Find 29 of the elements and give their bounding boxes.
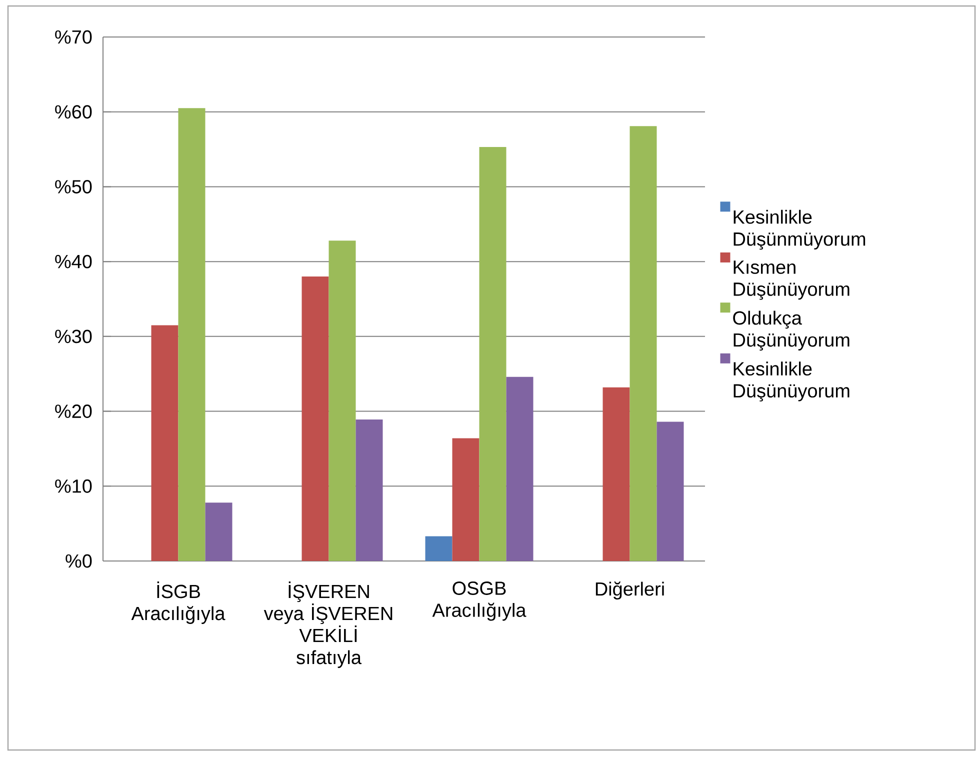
bar (452, 438, 480, 561)
bar (602, 387, 630, 561)
y-tick-label: %60 (55, 105, 92, 119)
y-tick-label: %10 (55, 479, 92, 493)
y-tick-label: %70 (55, 30, 92, 44)
y-tick-label: %50 (55, 180, 92, 194)
legend-label: Oldukça Düşünüyorum (733, 310, 850, 351)
y-tick-label: %40 (55, 254, 92, 268)
legend-label: Kısmen Düşünüyorum (734, 260, 850, 300)
bar (656, 422, 684, 561)
y-tick-label: %0 (66, 554, 92, 568)
bar (328, 240, 356, 561)
x-tick-label: OSGB Aracılığıyla (432, 582, 526, 621)
bar (479, 147, 506, 561)
bar (356, 420, 383, 561)
x-tick-label: İŞVEREN veya İŞVEREN VEKİLİ sıfatıyla (264, 582, 392, 668)
bar (506, 376, 534, 561)
bar (302, 276, 329, 561)
legend-label: Kesinlikle Düşünüyorum (734, 362, 850, 402)
x-tick-label: Diğerleri (596, 582, 664, 600)
bar (205, 502, 232, 561)
bar (425, 536, 452, 561)
bar (178, 108, 206, 561)
bar (630, 126, 657, 561)
legend-label: Kesinlikle Düşünmüyorum (734, 210, 866, 250)
bar (151, 325, 178, 561)
y-tick-label: %20 (55, 404, 92, 418)
x-tick-label: İSGB Aracılığıyla (131, 582, 226, 624)
y-tick-label: %30 (55, 330, 92, 344)
